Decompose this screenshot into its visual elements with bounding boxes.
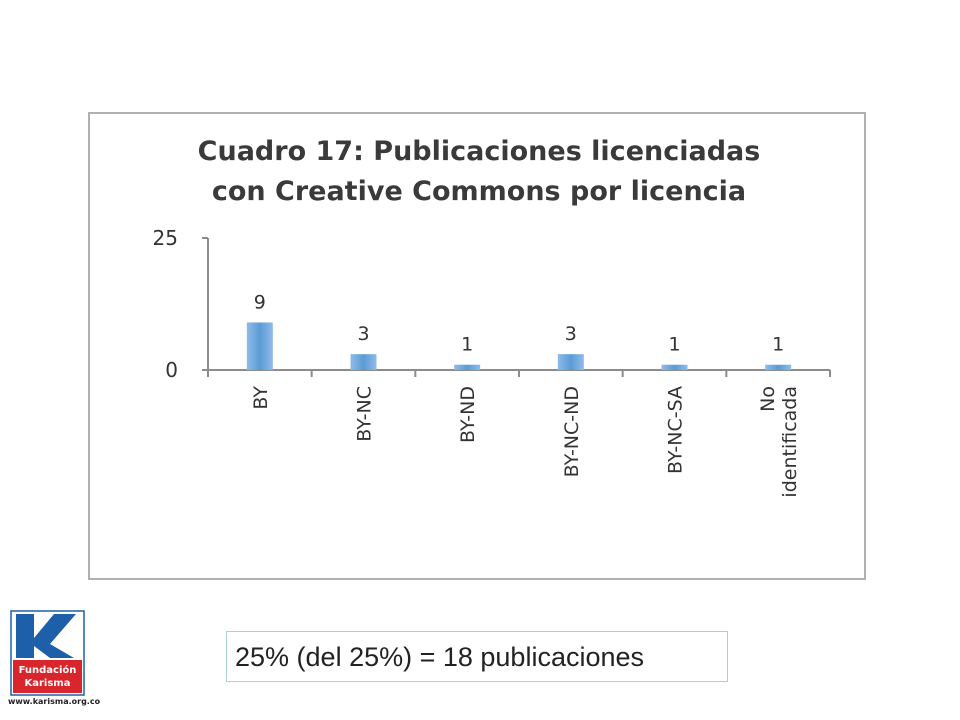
- x-tick-label: BY-ND: [457, 386, 479, 443]
- x-tick-label: No identificada: [757, 386, 801, 498]
- data-label: 9: [254, 291, 266, 313]
- x-tick-label-line: BY-NC: [354, 386, 376, 442]
- x-tick-label-line: BY-ND: [457, 386, 479, 443]
- bar: [557, 354, 584, 370]
- y-tick-label: 25: [153, 226, 178, 250]
- bar: [765, 364, 792, 370]
- x-tick-label-line: BY: [250, 386, 272, 410]
- x-tick-label-line: BY-NC-SA: [665, 386, 687, 474]
- x-tick-label: BY-NC-ND: [561, 386, 583, 477]
- bar: [350, 354, 377, 370]
- x-tick-label-line: identificada: [779, 386, 801, 498]
- logo-icon: Fundación Karisma: [10, 610, 85, 696]
- data-label: 1: [461, 334, 473, 356]
- chart-title-line-1: Cuadro 17: Publicaciones licenciadas: [198, 136, 761, 167]
- bar: [246, 322, 273, 370]
- chart-title-line-2: con Creative Commons por licencia: [212, 176, 746, 207]
- chart-labels: 9 BY 3 BY-NC 1 BY-ND 3 BY-NC-ND 1 BY-NC-SA 1 No iden…: [250, 291, 801, 497]
- bar: [661, 364, 688, 370]
- logo-line-1: Fundación: [19, 664, 77, 676]
- caption-box: 25% (del 25%) = 18 publicaciones: [226, 631, 728, 682]
- x-tick-label-line: No: [757, 386, 779, 412]
- data-label: 3: [565, 323, 577, 345]
- bar-chart: Cuadro 17: Publicaciones licenciadas con…: [153, 136, 831, 498]
- logo-url: www.karisma.org.co: [8, 697, 101, 706]
- bar: [454, 364, 481, 370]
- x-tick-label: BY-NC-SA: [665, 386, 687, 474]
- y-tick-label: 0: [165, 358, 178, 382]
- fundacion-karisma-logo: Fundación Karisma: [10, 610, 85, 696]
- chart-frame: Cuadro 17: Publicaciones licenciadas con…: [88, 112, 866, 580]
- x-tick-label: BY-NC: [354, 386, 376, 442]
- x-tick-label: BY: [250, 386, 272, 410]
- logo-line-2: Karisma: [25, 678, 71, 689]
- x-tick-label-line: BY-NC-ND: [561, 386, 583, 477]
- chart-bars: [246, 322, 792, 370]
- chart-axes: 0 25: [153, 226, 831, 382]
- data-label: 1: [772, 334, 784, 356]
- data-label: 1: [668, 334, 680, 356]
- data-label: 3: [357, 323, 369, 345]
